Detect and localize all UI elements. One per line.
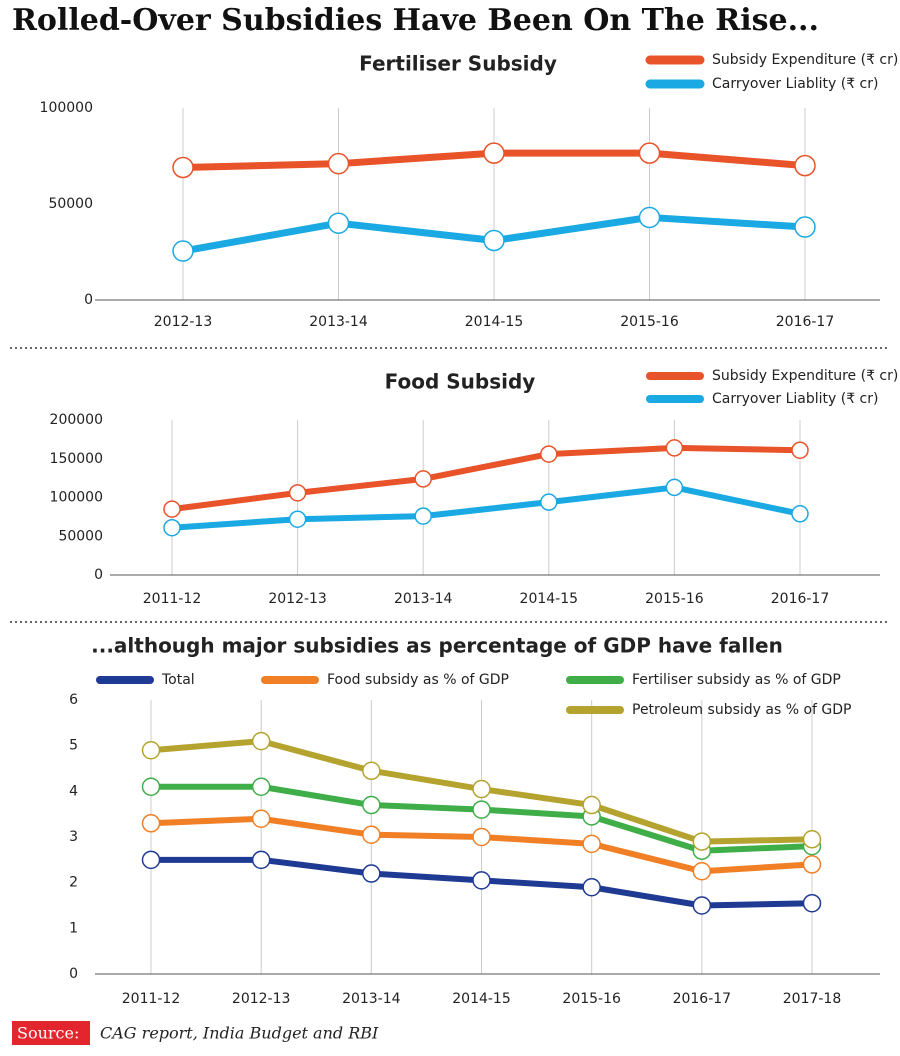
point [794, 154, 816, 177]
x-tick-label: 2015-16 [620, 314, 679, 330]
x-tick-label: 2016-17 [776, 314, 835, 330]
point [638, 206, 661, 229]
point [327, 152, 350, 175]
legend-label: Carryover Liablity (₹ cr) [712, 76, 878, 92]
x-tick-label: 2016-17 [673, 991, 732, 1007]
point [802, 830, 822, 849]
y-tick-label: 100000 [50, 490, 103, 506]
y-tick-label: 6 [69, 692, 78, 708]
chart-title: Food Subsidy [385, 370, 536, 394]
x-tick-label: 2012-13 [232, 991, 291, 1007]
point [483, 142, 505, 164]
point [288, 510, 307, 528]
point [251, 777, 271, 797]
point [414, 470, 432, 488]
point [692, 832, 712, 851]
point [692, 862, 712, 881]
y-tick-label: 200000 [50, 412, 103, 428]
source-box [12, 1021, 90, 1045]
point [472, 779, 491, 799]
x-tick-label: 2014-15 [520, 591, 579, 607]
y-tick-label: 5 [69, 738, 78, 754]
point [802, 893, 822, 913]
point [141, 777, 161, 797]
y-tick-label: 1 [69, 920, 78, 936]
point [414, 507, 432, 525]
chart-title: ...although major subsidies as percentag… [91, 634, 783, 658]
point [483, 229, 505, 252]
source-label: Source: [17, 1024, 79, 1043]
point [251, 850, 271, 870]
point [540, 445, 558, 463]
x-tick-label: 2011-12 [143, 591, 202, 607]
point [665, 439, 684, 457]
x-tick-label: 2012-13 [154, 314, 213, 330]
x-tick-label: 2017-18 [783, 991, 842, 1007]
point [791, 441, 809, 459]
legend-label: Carryover Liablity (₹ cr) [712, 391, 878, 407]
x-tick-label: 2013-14 [342, 991, 401, 1007]
point [141, 814, 161, 833]
y-tick-label: 2 [69, 875, 78, 891]
point [791, 505, 809, 523]
x-tick-label: 2015-16 [562, 991, 621, 1007]
point [665, 478, 684, 497]
point [172, 156, 194, 179]
point [163, 500, 181, 518]
point [472, 871, 491, 890]
page-title: Rolled-Over Subsidies Have Been On The R… [12, 3, 819, 38]
series-line [171, 444, 801, 513]
x-tick-label: 2011-12 [122, 991, 181, 1007]
point [141, 740, 161, 760]
y-tick-label: 0 [69, 966, 78, 982]
legend-label: Total [161, 672, 195, 688]
x-tick-label: 2014-15 [465, 314, 524, 330]
y-tick-label: 50000 [48, 196, 93, 212]
point [141, 850, 161, 870]
series-line [171, 484, 801, 531]
legend-label: Fertiliser subsidy as % of GDP [632, 672, 841, 688]
point [794, 216, 816, 238]
point [163, 518, 181, 537]
point [362, 795, 381, 815]
point [288, 484, 307, 502]
legend-label: Subsidy Expenditure (₹ cr) [712, 368, 898, 384]
point [251, 809, 271, 828]
y-tick-label: 4 [69, 783, 78, 799]
point [582, 795, 601, 815]
source-text: CAG report, India Budget and RBI [100, 1024, 379, 1043]
point [582, 877, 601, 897]
point [540, 493, 558, 511]
legend-label: Food subsidy as % of GDP [327, 672, 509, 688]
y-tick-label: 50000 [58, 528, 103, 544]
x-tick-label: 2015-16 [645, 591, 704, 607]
point [172, 240, 194, 262]
x-tick-label: 2014-15 [452, 991, 511, 1007]
x-tick-label: 2013-14 [394, 591, 453, 607]
point [472, 827, 491, 847]
point [362, 864, 381, 883]
point [692, 896, 712, 915]
point [638, 142, 661, 164]
y-tick-label: 0 [94, 567, 103, 583]
point [802, 855, 822, 874]
x-tick-label: 2016-17 [771, 591, 830, 607]
point [362, 825, 381, 844]
point [582, 834, 601, 854]
x-tick-label: 2013-14 [309, 314, 368, 330]
y-tick-label: 3 [69, 829, 78, 845]
x-tick-label: 2012-13 [268, 591, 327, 607]
point [251, 731, 271, 751]
legend-label: Subsidy Expenditure (₹ cr) [712, 52, 898, 68]
y-tick-label: 150000 [50, 451, 103, 467]
chart-title: Fertiliser Subsidy [359, 52, 557, 76]
point [362, 761, 381, 781]
legend-label: Petroleum subsidy as % of GDP [632, 702, 851, 718]
point [472, 800, 491, 819]
point [327, 212, 350, 234]
y-tick-label: 0 [84, 292, 93, 308]
y-tick-label: 100000 [40, 100, 93, 116]
